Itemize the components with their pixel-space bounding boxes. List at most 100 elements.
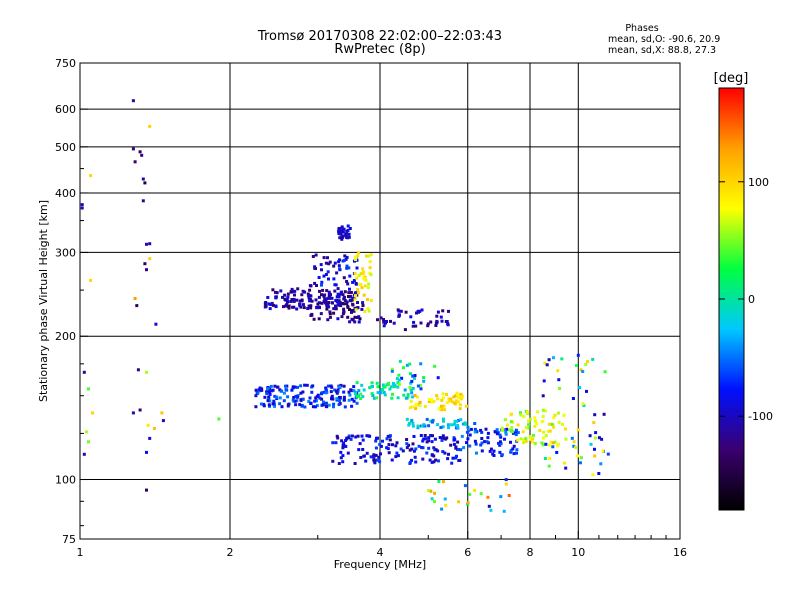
colorbar-unit: [deg] (714, 71, 749, 86)
echo-point (404, 310, 408, 314)
echo-point (432, 399, 436, 403)
echo-point (435, 320, 439, 324)
echo-point (542, 436, 545, 440)
echo-point (336, 303, 340, 307)
echo-point (409, 387, 413, 391)
echo-point (545, 363, 549, 367)
echo-point (427, 398, 431, 402)
echo-point (455, 454, 458, 458)
echo-point (480, 449, 484, 453)
y-tick-label: 600 (55, 103, 76, 116)
echo-point (408, 421, 411, 425)
echo-point (267, 302, 271, 306)
echo-point (342, 302, 346, 306)
echo-point (544, 434, 548, 438)
echo-point (354, 308, 358, 312)
echo-point (394, 455, 398, 459)
echo-point (359, 397, 363, 400)
echo-point (556, 369, 560, 373)
echo-point (346, 282, 350, 286)
echo-point (335, 434, 339, 438)
echo-point (563, 427, 567, 431)
echo-point (361, 304, 365, 307)
echo-point (449, 443, 453, 447)
echo-point (547, 422, 551, 426)
echo-point (366, 286, 370, 289)
echo-point (138, 408, 142, 412)
echo-point (561, 422, 565, 426)
echo-point (352, 385, 356, 389)
echo-point (508, 428, 512, 432)
echo-point (576, 454, 580, 458)
echo-point (557, 411, 560, 415)
echo-point (352, 389, 356, 393)
echo-point (419, 434, 423, 437)
echo-point (402, 393, 406, 397)
echo-point (377, 455, 381, 459)
echo-point (484, 427, 488, 431)
echo-point (375, 381, 379, 385)
echo-point (278, 388, 282, 392)
echo-point (480, 437, 484, 440)
echo-point (512, 444, 516, 448)
echo-point (429, 320, 433, 324)
echo-point (334, 304, 337, 308)
echo-point (382, 324, 386, 328)
echo-point (355, 381, 359, 385)
echo-point (326, 270, 330, 274)
echo-point (594, 431, 598, 435)
echo-point (468, 492, 472, 496)
echo-point (306, 292, 310, 296)
echo-point (498, 433, 502, 437)
echo-point (503, 437, 506, 441)
echo-point (452, 436, 456, 440)
echo-point (337, 462, 341, 465)
echo-point (347, 235, 351, 239)
echo-point (521, 430, 525, 434)
echo-point (275, 395, 279, 399)
echo-point (414, 447, 418, 451)
echo-point (544, 409, 547, 413)
echo-point (322, 294, 326, 298)
echo-point (340, 315, 344, 319)
echo-point (516, 431, 520, 435)
echo-point (286, 395, 290, 399)
echo-point (556, 444, 560, 448)
echo-point (341, 293, 345, 297)
echo-point (398, 313, 401, 317)
echo-point (347, 436, 351, 440)
echo-point (326, 384, 330, 388)
echo-point (348, 298, 352, 302)
echo-point (341, 446, 345, 450)
echo-point (434, 458, 438, 462)
y-tick-label: 100 (55, 474, 76, 487)
echo-point (460, 434, 464, 438)
echo-point (141, 199, 145, 203)
echo-point (433, 491, 436, 495)
echo-point (502, 509, 506, 513)
echo-point (585, 389, 588, 393)
echo-point (480, 430, 484, 434)
echo-point (272, 399, 276, 403)
echo-point (343, 295, 346, 299)
echo-point (575, 364, 578, 367)
echo-point (408, 385, 412, 389)
echo-point (501, 428, 504, 432)
echo-point (87, 440, 90, 444)
echo-point (547, 464, 551, 468)
echo-point (411, 442, 415, 446)
echo-point (322, 390, 326, 394)
echo-point (372, 458, 376, 462)
echo-point (345, 264, 349, 268)
echo-point (396, 385, 400, 389)
echo-point (370, 381, 374, 385)
echo-point (361, 267, 365, 271)
echo-point (405, 438, 409, 441)
echo-point (143, 181, 147, 185)
echo-point (138, 150, 142, 154)
echo-point (361, 438, 365, 442)
y-tick-label: 300 (55, 246, 76, 259)
echo-point (354, 281, 358, 285)
echo-point (602, 412, 606, 416)
echo-point (388, 387, 392, 391)
